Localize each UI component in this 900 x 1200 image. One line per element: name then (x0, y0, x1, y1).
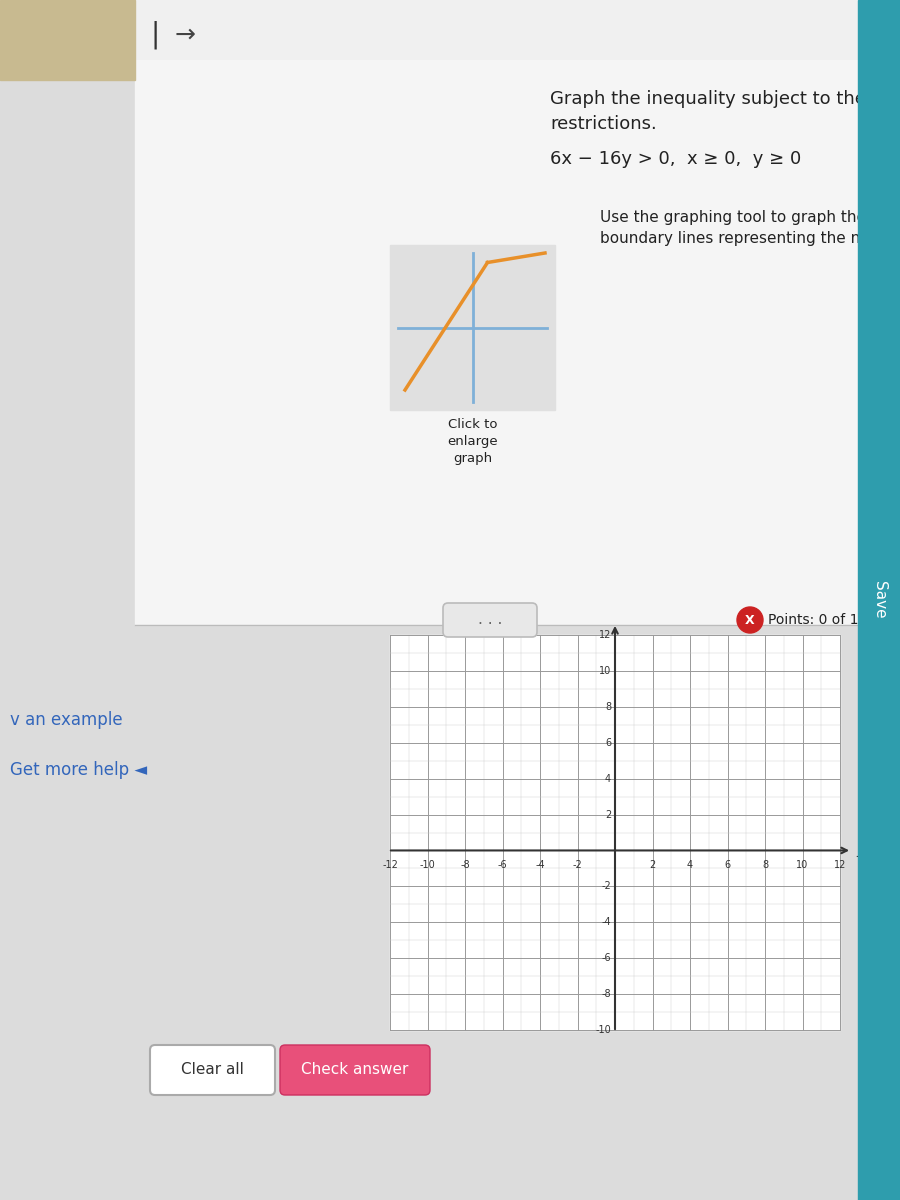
Text: 2: 2 (605, 810, 611, 820)
Text: Check answer: Check answer (302, 1062, 409, 1078)
Text: 8: 8 (762, 860, 768, 870)
Bar (390, 245, 555, 410)
Text: 12: 12 (598, 630, 611, 640)
FancyBboxPatch shape (150, 1045, 275, 1094)
Text: Graph the inequality subject to the nonnegative
restrictions.: Graph the inequality subject to the nonn… (550, 90, 900, 133)
Text: 12: 12 (833, 860, 846, 870)
Text: v an example: v an example (10, 710, 122, 728)
Circle shape (737, 607, 763, 634)
Text: 6x − 16y > 0,  x ≥ 0,  y ≥ 0: 6x − 16y > 0, x ≥ 0, y ≥ 0 (550, 150, 801, 168)
Bar (390, 635, 840, 1030)
Text: 6: 6 (605, 738, 611, 748)
Text: Save: Save (871, 581, 886, 619)
Text: -6: -6 (498, 860, 508, 870)
Text: Points: 0 of 1: Points: 0 of 1 (768, 613, 859, 626)
Text: -4: -4 (536, 860, 544, 870)
Text: -10: -10 (419, 860, 436, 870)
Text: |: | (150, 20, 159, 49)
Text: →: → (175, 23, 195, 47)
Text: y: y (856, 844, 864, 858)
Text: 2: 2 (650, 860, 655, 870)
Text: 4: 4 (687, 860, 693, 870)
Bar (390, 635, 840, 1030)
Text: 8: 8 (605, 702, 611, 712)
Text: -10: -10 (595, 1025, 611, 1034)
Bar (0, 0, 135, 80)
Bar (858, 0, 900, 1200)
Text: Click to
enlarge
graph: Click to enlarge graph (447, 418, 498, 464)
FancyBboxPatch shape (280, 1045, 430, 1094)
Text: -8: -8 (601, 989, 611, 1000)
Text: -12: -12 (382, 860, 398, 870)
Text: Clear all: Clear all (181, 1062, 243, 1078)
Text: 6: 6 (724, 860, 731, 870)
Text: -2: -2 (572, 860, 582, 870)
Text: -8: -8 (460, 860, 470, 870)
Text: Use the graphing tool to graph the inequality and the
boundary lines representin: Use the graphing tool to graph the inequ… (600, 210, 900, 246)
Text: -6: -6 (601, 953, 611, 964)
Text: . . .: . . . (478, 612, 502, 628)
Text: Get more help ◄: Get more help ◄ (10, 761, 147, 779)
Text: 10: 10 (796, 860, 808, 870)
FancyBboxPatch shape (443, 602, 537, 637)
Bar (0, 0, 858, 60)
Text: -4: -4 (601, 917, 611, 928)
Text: -2: -2 (601, 881, 611, 892)
Bar (135, 60, 858, 625)
Text: X: X (745, 613, 755, 626)
Text: 10: 10 (598, 666, 611, 676)
Text: 4: 4 (605, 774, 611, 784)
